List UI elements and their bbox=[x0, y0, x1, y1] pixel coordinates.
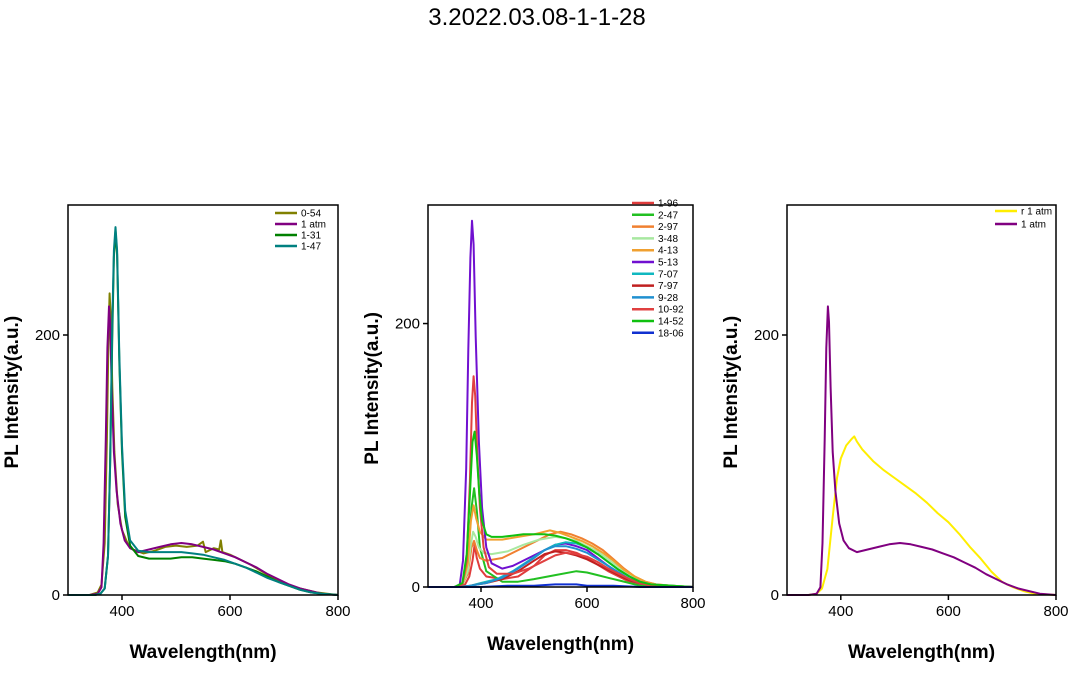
legend-label: 10-92 bbox=[658, 305, 684, 316]
legend-label: 0-54 bbox=[301, 209, 321, 220]
series-line-10-92 bbox=[428, 375, 694, 588]
legend-label: r 1 atm bbox=[1021, 207, 1052, 218]
series-line-1-96 bbox=[428, 543, 694, 588]
legend-label: 7-97 bbox=[658, 281, 678, 292]
chart-panel-1: 400 600 800 0 200 Wavelength(nm) PL Intensity(… bbox=[2, 204, 351, 663]
legend-label: 2-97 bbox=[658, 222, 678, 233]
y-axis-label: PL Intensity(a.u.) bbox=[721, 316, 742, 469]
y-axis-label: PL Intensity(a.u.) bbox=[2, 316, 23, 469]
plot-frame bbox=[67, 204, 339, 596]
series-line-3-48 bbox=[428, 530, 694, 588]
x-tick-label: 400 bbox=[828, 603, 853, 620]
legend-label: 14-52 bbox=[658, 317, 684, 328]
plot-frame bbox=[786, 204, 1057, 596]
chart-panel-2: 400 600 800 0 200 Wavelength(nm) PL Intensity(… bbox=[362, 199, 706, 656]
series-line-4-13 bbox=[428, 504, 694, 588]
legend-label: 2-47 bbox=[658, 210, 678, 221]
series-line-1-47 bbox=[68, 226, 339, 596]
x-tick-label: 800 bbox=[325, 603, 350, 620]
legend-label: 4-13 bbox=[658, 246, 678, 257]
legend-label: 1 atm bbox=[301, 220, 326, 231]
y-axis-label: PL Intensity(a.u.) bbox=[362, 312, 383, 465]
y-tick-label: 0 bbox=[52, 587, 60, 604]
x-tick-label: 800 bbox=[1043, 603, 1068, 620]
chart-panel-3: 400 600 800 0 200 Wavelength(nm) PL Intensity(… bbox=[721, 204, 1069, 663]
series-line-1-atm bbox=[787, 305, 1057, 596]
legend-label: 1-31 bbox=[301, 231, 321, 242]
x-axis-label: Wavelength(nm) bbox=[487, 634, 634, 655]
legend-label: 9-28 bbox=[658, 293, 678, 304]
y-tick-label: 200 bbox=[754, 327, 779, 344]
legend-label: 18-06 bbox=[658, 328, 684, 339]
x-axis-label: Wavelength(nm) bbox=[848, 642, 995, 663]
plot-frame bbox=[427, 204, 694, 588]
x-axis-label: Wavelength(nm) bbox=[129, 642, 276, 663]
legend-label: 7-07 bbox=[658, 269, 678, 280]
x-tick-label: 600 bbox=[574, 595, 599, 612]
legend-label: 1 atm bbox=[1021, 220, 1046, 231]
y-tick-label: 0 bbox=[771, 587, 779, 604]
series-line-14-52 bbox=[428, 430, 694, 588]
legend-label: 1-96 bbox=[658, 199, 678, 210]
x-tick-label: 600 bbox=[936, 603, 961, 620]
y-tick-label: 0 bbox=[412, 579, 420, 596]
series-line-r-1-atm bbox=[787, 435, 1057, 596]
legend-label: 1-47 bbox=[301, 242, 321, 253]
legend-label: 5-13 bbox=[658, 258, 678, 269]
x-tick-label: 400 bbox=[468, 595, 493, 612]
y-tick-label: 200 bbox=[35, 327, 60, 344]
series-line-1-atm bbox=[68, 305, 339, 596]
y-tick-label: 200 bbox=[395, 316, 420, 333]
x-tick-label: 400 bbox=[109, 603, 134, 620]
x-tick-label: 800 bbox=[680, 595, 705, 612]
legend-label: 3-48 bbox=[658, 234, 678, 245]
series-line-18-06 bbox=[428, 583, 693, 588]
page-title: 3.2022.03.08-1-1-28 bbox=[428, 4, 646, 31]
x-tick-label: 600 bbox=[217, 603, 242, 620]
